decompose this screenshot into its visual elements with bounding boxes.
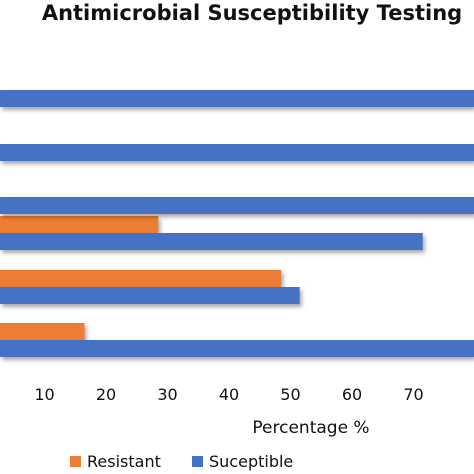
legend-swatch-resistant [70,456,81,467]
x-ticks-group: 10 20 30 40 50 60 70 [34,385,423,404]
bar-suceptible-3 [0,197,474,214]
bar-resistant-4 [0,216,159,233]
bar-resistant-6 [0,323,85,340]
chart-title: Antimicrobial Susceptibility Testing [42,1,462,25]
bar-suceptible-2 [0,144,474,161]
x-tick-label: 20 [96,385,116,404]
bar-suceptible-5 [0,287,300,304]
x-tick-label: 40 [219,385,239,404]
bar-suceptible-1 [0,90,474,107]
bar-suceptible-6 [0,340,474,357]
x-tick-label: 60 [342,385,362,404]
legend-label-suceptible: Suceptible [209,452,293,471]
x-tick-label: 70 [403,385,423,404]
legend-swatch-suceptible [192,456,203,467]
legend: Resistant Suceptible [70,452,293,471]
x-tick-label: 50 [280,385,300,404]
x-axis-label: Percentage % [252,418,369,438]
bar-resistant-5 [0,270,282,287]
bar-suceptible-4 [0,233,423,250]
legend-label-resistant: Resistant [87,452,161,471]
x-tick-label: 30 [157,385,177,404]
x-tick-label: 10 [34,385,54,404]
bars-group [0,90,474,357]
